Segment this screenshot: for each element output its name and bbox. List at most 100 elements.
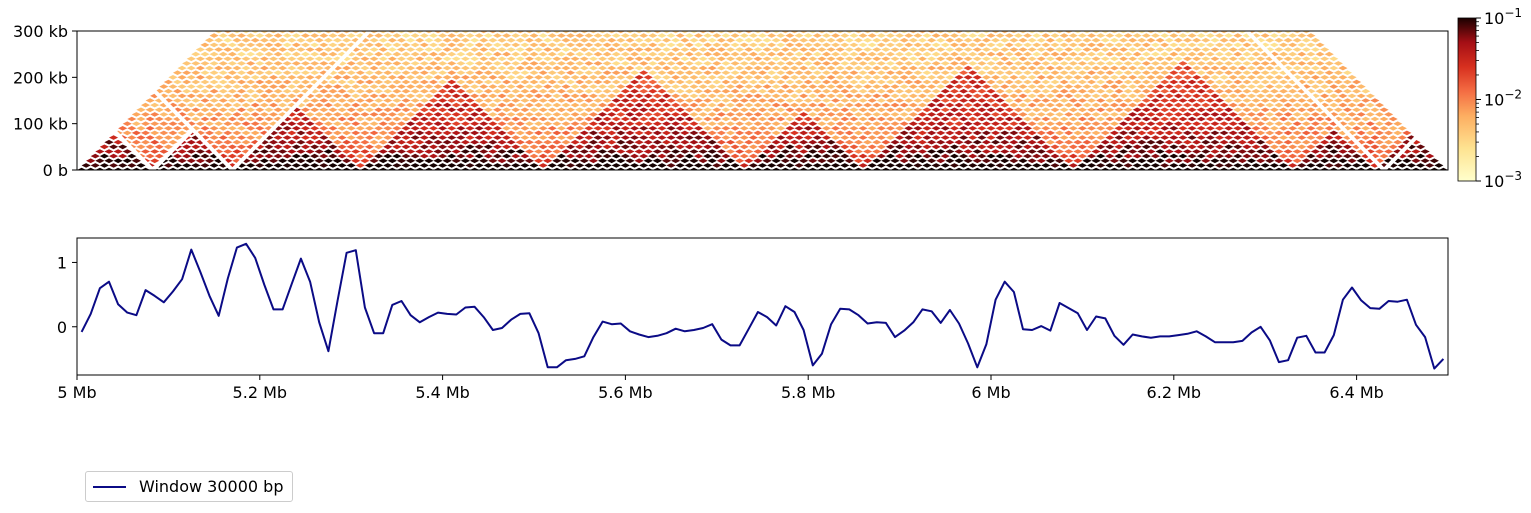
heatmap-cell [1265, 167, 1275, 170]
heatmap-cell [698, 149, 708, 154]
heatmap-cell [488, 84, 498, 89]
heatmap-cell [698, 56, 708, 62]
heatmap-cell [1023, 116, 1033, 122]
heatmap-cell [460, 149, 470, 154]
heatmap-cell [1045, 37, 1055, 43]
heatmap-cell [1228, 139, 1238, 145]
heatmap-cell [735, 93, 745, 99]
heatmap-cell [428, 144, 438, 150]
heatmap-cell [625, 47, 635, 52]
heatmap-cell [954, 37, 964, 43]
heatmap-cell [483, 42, 493, 48]
heatmap-cell [1146, 139, 1156, 145]
heatmap-cell [831, 70, 841, 75]
heatmap-cell [369, 37, 379, 43]
heatmap-cell [1324, 126, 1334, 131]
heatmap-cell [762, 56, 772, 62]
heatmap-cell [483, 88, 493, 94]
heatmap-cell [154, 116, 164, 122]
heatmap-cell [799, 149, 809, 154]
heatmap-cell [1164, 31, 1174, 34]
heatmap-cell [1150, 144, 1161, 150]
heatmap-cell [1082, 158, 1092, 164]
heatmap-cell [250, 65, 260, 71]
colorbar-gradient [1457, 17, 1477, 182]
heatmap-cell [753, 47, 763, 52]
heatmap-cell [118, 144, 128, 150]
heatmap-cell [205, 112, 215, 117]
heatmap-cell [895, 144, 905, 150]
heatmap-cell [1310, 84, 1320, 89]
heatmap-cell [899, 75, 909, 80]
heatmap-cell [858, 33, 868, 38]
heatmap-cell [1119, 102, 1129, 108]
heatmap-cell [739, 79, 749, 85]
heatmap-cell [264, 163, 274, 168]
heatmap-cell [1201, 65, 1211, 71]
heatmap-cell [1160, 79, 1170, 85]
heatmap-cell [1059, 33, 1069, 38]
heatmap-cell [506, 121, 516, 126]
heatmap-cell [835, 130, 845, 136]
heatmap-cell [218, 144, 228, 150]
heatmap-cell [1246, 84, 1257, 89]
heatmap-cell [1178, 51, 1188, 57]
heatmap-cell [1329, 65, 1339, 71]
heatmap-cell [191, 107, 201, 113]
heatmap-cell [803, 51, 813, 57]
heatmap-cell [378, 102, 388, 108]
heatmap-cell [826, 121, 836, 126]
heatmap-cell [1361, 163, 1371, 168]
heatmap-cell [707, 93, 717, 99]
heatmap-cell [1004, 163, 1014, 168]
heatmap-cell [1187, 33, 1197, 38]
heatmap-cell [1338, 84, 1348, 89]
heatmap-cell [250, 167, 260, 170]
heatmap-cell [703, 144, 713, 150]
heatmap-cell [1045, 56, 1055, 62]
heatmap-cell [844, 121, 854, 126]
heatmap-cell [1146, 65, 1156, 71]
heatmap-cell [1288, 153, 1298, 159]
heatmap-cell [351, 149, 361, 154]
heatmap-cell [620, 42, 630, 48]
heatmap-cell [1347, 167, 1357, 170]
heatmap-cell [684, 88, 694, 94]
heatmap-cell [1055, 102, 1065, 108]
heatmap-cell [776, 126, 786, 131]
heatmap-cell [908, 149, 918, 154]
heatmap-cell [584, 79, 594, 85]
heatmap-cell [799, 37, 809, 43]
heatmap-cell [1352, 153, 1362, 159]
heatmap-cell [584, 135, 594, 140]
heatmap-cell [826, 31, 836, 34]
heatmap-cell [1132, 153, 1142, 159]
heatmap-cell [1283, 112, 1293, 117]
heatmap-cell [598, 65, 608, 71]
heatmap-cell [543, 102, 553, 108]
heatmap-cell [1251, 107, 1261, 113]
heatmap-cell [1301, 47, 1311, 52]
heatmap-cell [1096, 42, 1106, 48]
heatmap-cell [470, 139, 480, 145]
heatmap-cell [236, 135, 247, 140]
heatmap-cell [1333, 70, 1343, 75]
heatmap-cell [977, 79, 987, 85]
heatmap-cell [392, 126, 402, 131]
heatmap-cell [908, 158, 918, 164]
heatmap-cell [735, 47, 745, 52]
heatmap-cell [470, 75, 480, 80]
heatmap-cell [396, 139, 406, 145]
heatmap-cell [547, 79, 557, 85]
heatmap-cell [337, 79, 347, 85]
heatmap-cell [1146, 47, 1156, 52]
heatmap-cell [1041, 88, 1051, 94]
heatmap-cell [314, 47, 324, 52]
heatmap-cell [1000, 93, 1010, 99]
heatmap-cell [1329, 112, 1339, 117]
heatmap-cell [1137, 84, 1147, 89]
heatmap-cell [1333, 98, 1343, 103]
heatmap-cell [1141, 61, 1151, 66]
heatmap-cell [538, 144, 548, 150]
heatmap-cell [1201, 84, 1211, 89]
